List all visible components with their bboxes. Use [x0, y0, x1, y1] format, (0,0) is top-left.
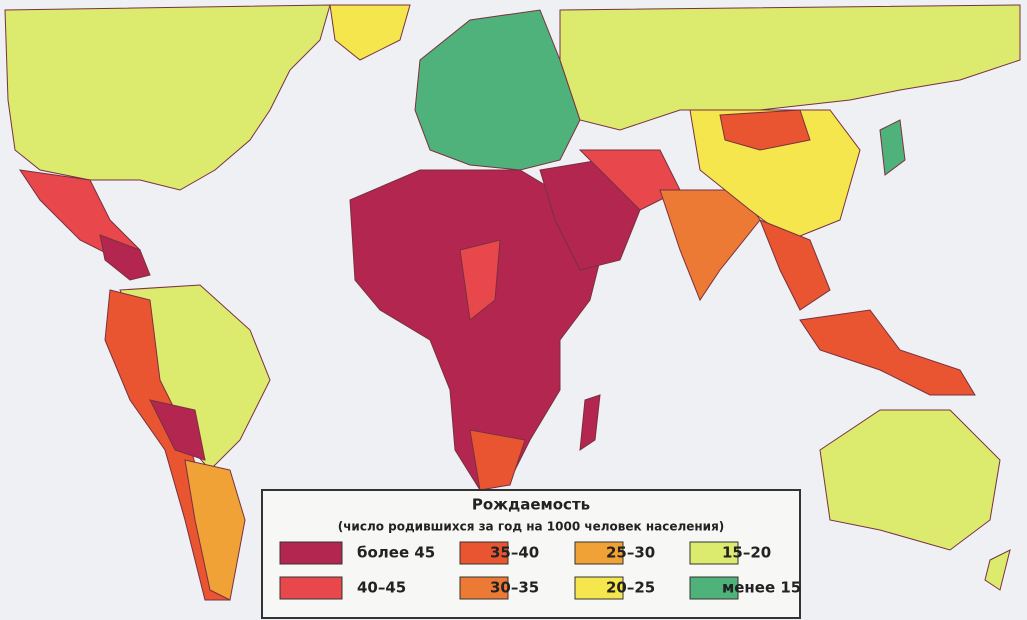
legend-label: 30–35 — [490, 579, 539, 597]
legend-swatch — [689, 541, 739, 565]
legend-label: 25–30 — [606, 544, 655, 562]
europe — [414, 9, 581, 171]
new-zealand — [984, 549, 1011, 591]
se-asia — [759, 219, 831, 311]
legend: Рождаемость (число родившихся за год на … — [261, 489, 801, 619]
japan — [879, 119, 906, 176]
greenland — [329, 4, 411, 61]
legend-subtitle: (число родившихся за год на 1000 человек… — [338, 520, 725, 534]
legend-swatch — [574, 541, 624, 565]
legend-swatch — [689, 576, 739, 600]
legend-title: Рождаемость — [472, 496, 590, 514]
legend-label: менее 15 — [722, 579, 801, 597]
legend-swatch — [459, 576, 509, 600]
bolivia — [149, 399, 206, 461]
legend-swatch — [279, 541, 343, 565]
legend-label: 20–25 — [606, 579, 655, 597]
central-america — [99, 234, 151, 281]
east-africa — [459, 239, 501, 321]
madagascar — [579, 394, 601, 452]
legend-label: более 45 — [357, 544, 435, 562]
mongolia — [719, 109, 811, 151]
australia — [819, 409, 1001, 551]
canada-usa — [4, 4, 331, 191]
continents — [4, 4, 1021, 601]
legend-swatch — [279, 576, 343, 600]
legend-label: 35–40 — [490, 544, 539, 562]
russia — [559, 4, 1021, 131]
argentina — [184, 459, 246, 601]
legend-swatch — [459, 541, 509, 565]
indonesia — [799, 309, 976, 396]
south-africa — [469, 429, 526, 491]
legend-swatch — [574, 576, 624, 600]
legend-label: 40–45 — [357, 579, 406, 597]
legend-label: 15–20 — [722, 544, 771, 562]
